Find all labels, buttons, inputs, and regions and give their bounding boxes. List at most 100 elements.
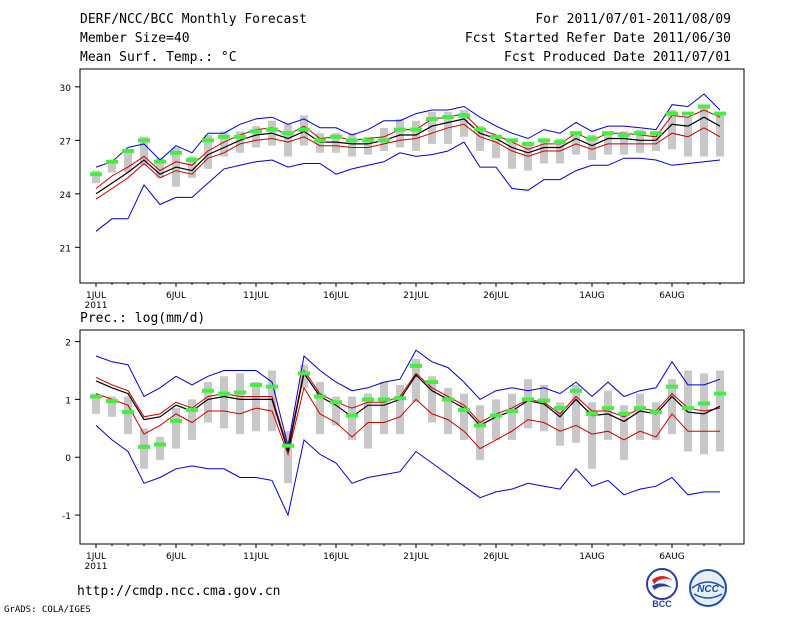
prec-member-box (124, 396, 132, 435)
prec-member-box (252, 382, 260, 432)
temp-ytick-label: 30 (60, 84, 72, 94)
prec-lower-line (95, 386, 720, 457)
prec-median-marker (506, 408, 518, 413)
temp-min-line (95, 141, 721, 232)
footer-url[interactable]: http://cmdp.ncc.cma.gov.cn (77, 584, 281, 599)
prec-median-marker (298, 371, 310, 376)
prec-xtick-label: 6JUL (166, 552, 186, 562)
temp-median-marker (250, 129, 262, 134)
prec-median-marker (330, 400, 342, 405)
prec-member-box (156, 437, 164, 461)
prec-median-marker (714, 391, 726, 396)
prec-median-marker (442, 397, 454, 402)
bcc-logo: BCC (646, 568, 678, 609)
header-line-1: DERF/NCC/BCC Monthly Forecast (80, 12, 307, 27)
prec-member-box (604, 390, 612, 440)
prec-member-box (188, 399, 196, 440)
prec-member-box (172, 408, 180, 449)
prec-xtick-label: 26JUL (483, 552, 509, 562)
temp-median-marker (90, 172, 102, 177)
prec-member-box (636, 393, 644, 440)
temp-median-marker (602, 131, 614, 136)
prec-median-marker (602, 406, 614, 411)
temp-member-box (332, 133, 340, 153)
prec-median-marker (250, 382, 262, 387)
prec-member-box (444, 387, 452, 435)
temp-member-box (476, 126, 484, 152)
header-line-2: Member Size=40 (80, 31, 190, 46)
prec-median-marker (314, 394, 326, 399)
temp-year-label: 2011 (85, 301, 108, 311)
temp-member-box (156, 158, 164, 178)
temp-median-marker (282, 131, 294, 136)
temp-xtick-label: 26JUL (483, 291, 509, 301)
temp-median-marker (538, 138, 550, 143)
logos: BCC NCC (646, 568, 727, 609)
prec-member-box (220, 376, 228, 429)
temp-member-box (652, 133, 660, 152)
temp-member-box (348, 133, 356, 157)
prec-max-line (95, 349, 721, 446)
temp-median-marker (474, 127, 486, 132)
prec-median-marker (554, 406, 566, 411)
prec-member-box (556, 402, 564, 446)
prec-xtick-label: 1JUL (86, 552, 106, 562)
prec-median-marker (426, 380, 438, 385)
prec-member-box (508, 393, 516, 440)
temp-member-box (700, 106, 708, 157)
temp-frame (79, 68, 745, 284)
temp-member-box (460, 110, 468, 137)
prec-year-label: 2011 (85, 562, 108, 572)
temp-median-marker (570, 131, 582, 136)
prec-min-line (95, 425, 720, 517)
prec-median-marker (186, 407, 198, 412)
temp-member-box (412, 120, 420, 152)
prec-median-marker (538, 398, 550, 403)
temp-median-marker (698, 104, 710, 109)
prec-member-box (204, 382, 212, 423)
grads-credit: GrADS: COLA/IGES (4, 605, 91, 615)
prec-median-marker (122, 410, 134, 415)
prec-median-marker (666, 384, 678, 389)
prec-xtick-label: 1AUG (579, 552, 604, 562)
temp-member-box (108, 163, 116, 173)
ncc-logo: NCC (689, 569, 727, 607)
temp-median-marker (106, 159, 118, 164)
prec-median-marker (90, 394, 102, 399)
prec-member-box (684, 370, 692, 452)
temp-median-marker (154, 159, 166, 164)
temp-median-marker (186, 157, 198, 162)
prec-mean-line (95, 371, 721, 452)
temp-median-marker (442, 115, 454, 120)
prec-member-box (348, 396, 356, 440)
temp-member-box (236, 131, 244, 153)
prec-ytick-label: 2 (65, 339, 71, 349)
temp-xtick-label: 11JUL (243, 291, 269, 301)
prec-median-marker (650, 410, 662, 415)
prec-median-marker (282, 443, 294, 448)
temp-mean-line (95, 116, 721, 195)
temp-member-box (636, 129, 644, 153)
temp-member-box (668, 110, 676, 150)
temp-member-box (364, 136, 372, 155)
prec-median-marker (106, 399, 118, 404)
prec-median-marker (394, 396, 406, 401)
temp-median-marker (330, 134, 342, 139)
temp-member-box (396, 118, 404, 148)
temp-upper-line (95, 109, 721, 189)
prec-median-marker (586, 411, 598, 416)
temp-max-line (95, 93, 721, 168)
temp-median-marker (170, 150, 182, 155)
temp-member-box (620, 131, 628, 155)
temp-member-box (572, 131, 580, 155)
temp-member-box (716, 115, 724, 157)
prec-median-marker (362, 397, 374, 402)
prec-member-box (588, 402, 596, 469)
prec-xtick-label: 11JUL (243, 552, 269, 562)
temp-median-marker (682, 111, 694, 116)
prec-member-box (524, 379, 532, 429)
temp-median-marker (554, 140, 566, 145)
prec-median-marker (138, 444, 150, 449)
temp-member-box (284, 124, 292, 157)
prec-member-box (332, 396, 340, 426)
